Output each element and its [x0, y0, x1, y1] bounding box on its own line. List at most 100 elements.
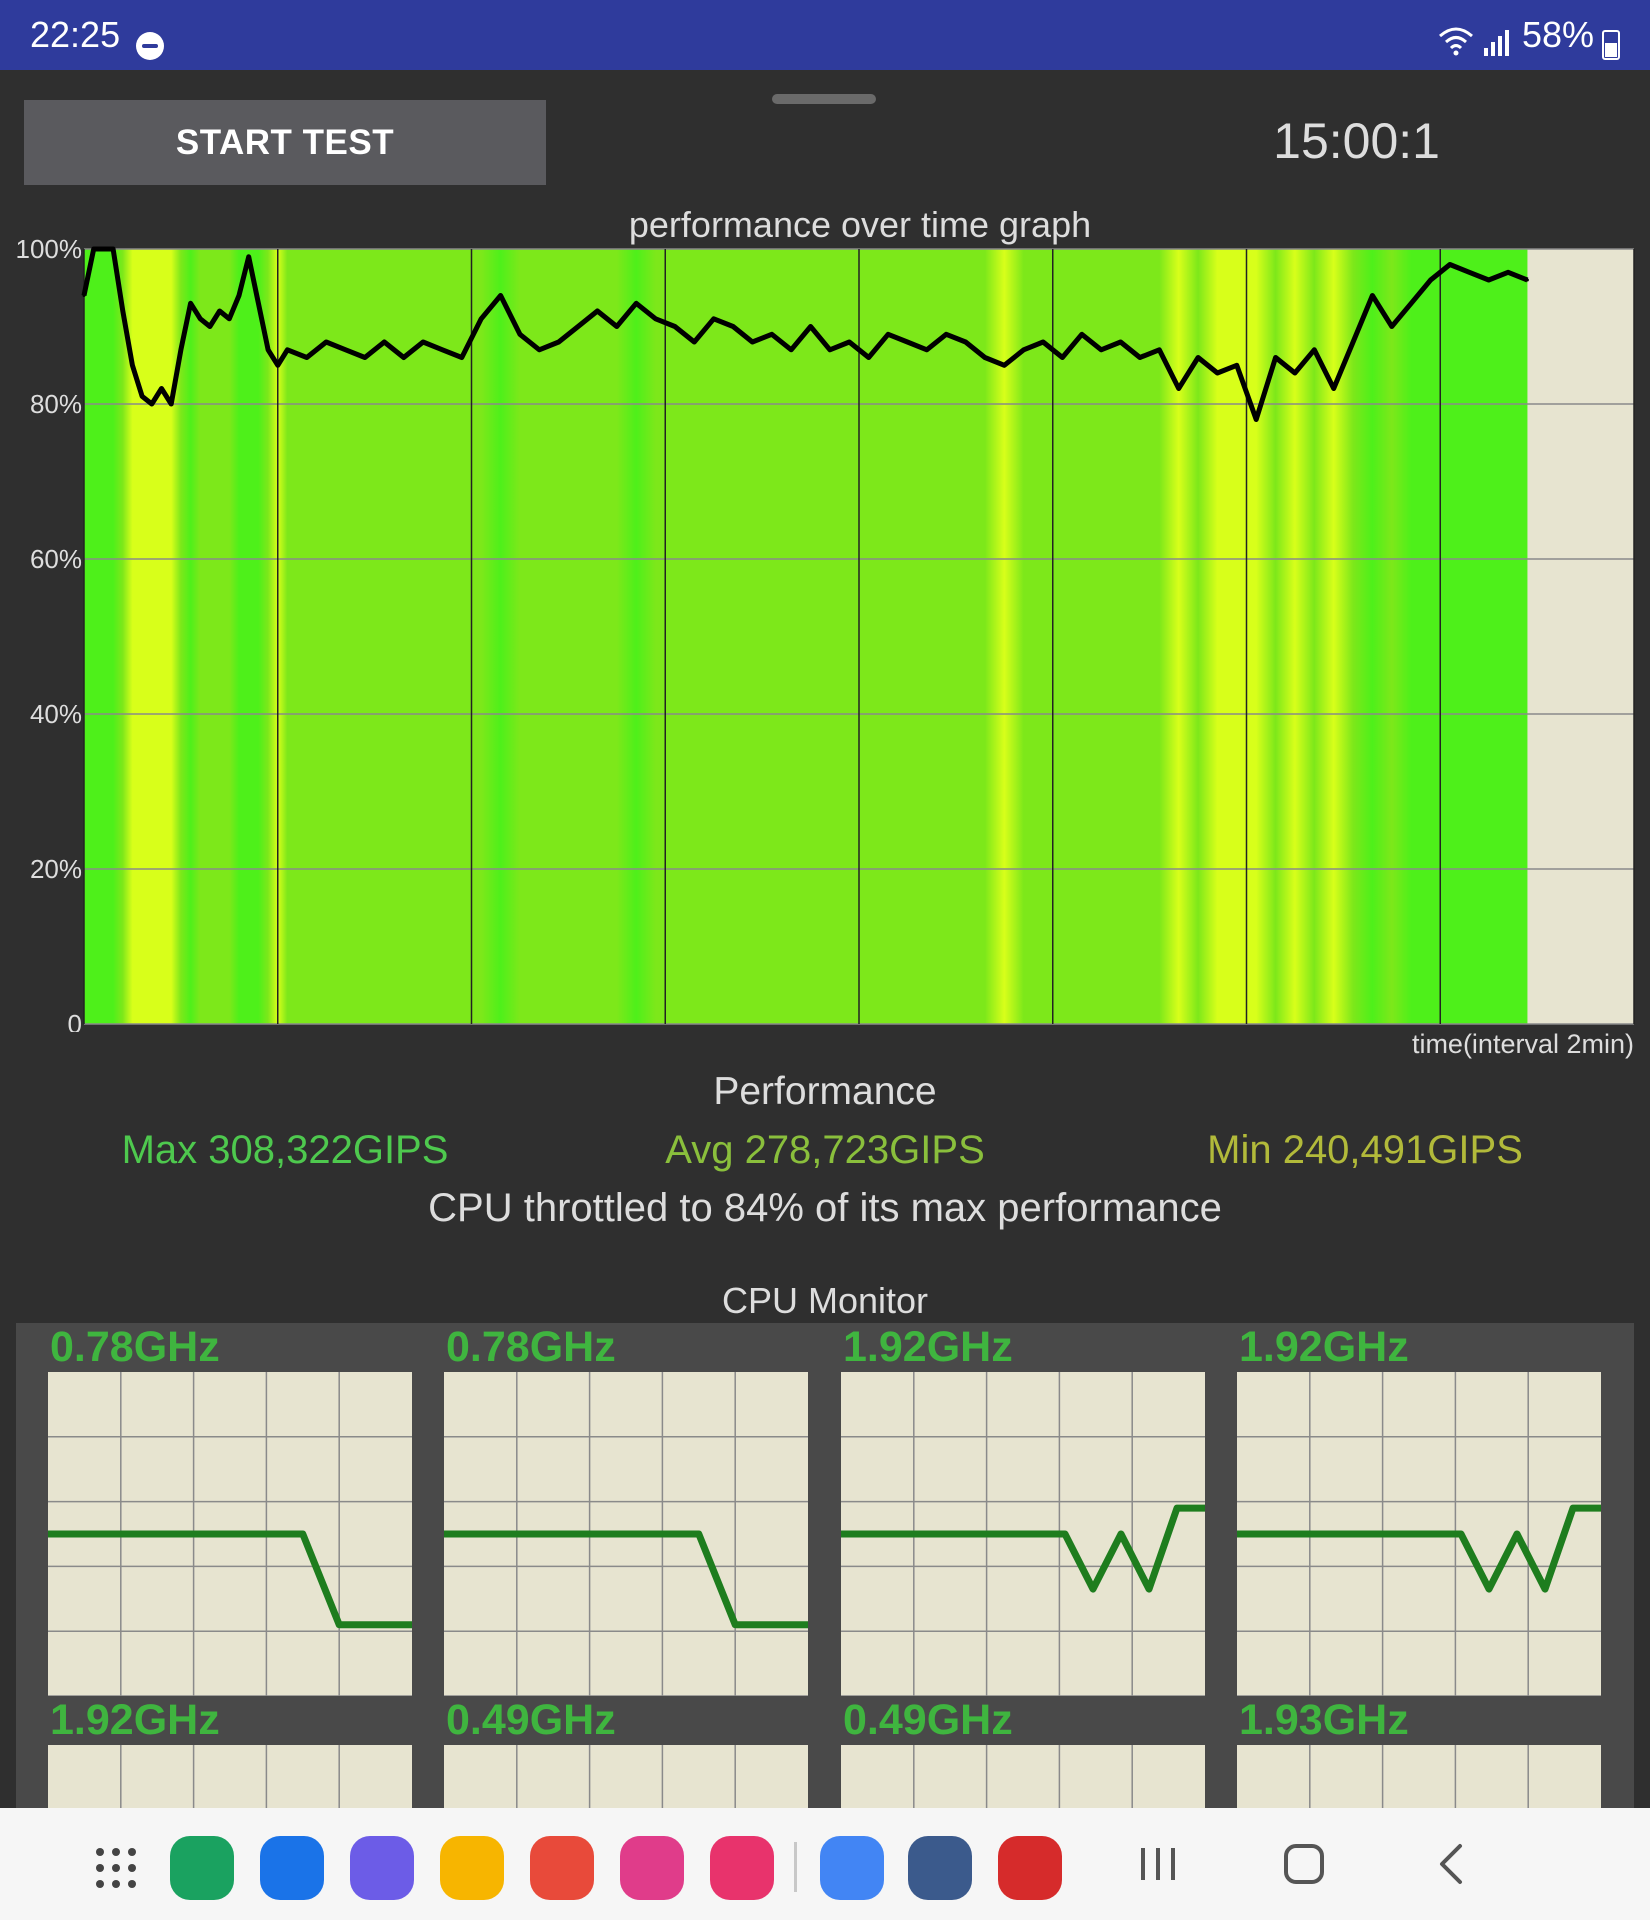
performance-point	[576, 325, 580, 328]
performance-point	[847, 340, 851, 344]
app-drawer-icon[interactable]	[84, 1836, 148, 1900]
performance-point	[886, 332, 890, 336]
performance-point	[324, 340, 328, 344]
performance-point	[731, 325, 735, 328]
y-tick-label: 60%	[30, 544, 82, 574]
drag-handle[interactable]	[772, 94, 876, 104]
core-plot-area	[841, 1745, 1205, 1809]
core-7-frequency: 1.93GHz	[1239, 1696, 1409, 1744]
performance-point	[1487, 278, 1491, 282]
performance-point	[1235, 363, 1239, 367]
performance-point	[1060, 356, 1064, 359]
cpu-monitor-heading: CPU Monitor	[721, 1280, 929, 1321]
phone-icon[interactable]	[170, 1836, 234, 1900]
performance-point	[227, 317, 231, 321]
performance-point	[809, 325, 813, 328]
performance-point	[1312, 348, 1316, 352]
performance-point	[121, 309, 125, 313]
core-3-chart	[1237, 1372, 1601, 1696]
core-4-chart	[48, 1745, 412, 1809]
performance-point	[92, 247, 96, 251]
gallery-icon[interactable]	[620, 1836, 684, 1900]
performance-point	[285, 348, 289, 352]
core-0-frequency: 0.78GHz	[50, 1323, 220, 1371]
performance-point	[983, 356, 987, 359]
performance-point	[363, 356, 367, 359]
dock-separator	[794, 1842, 797, 1892]
core-1-chart	[444, 1372, 808, 1696]
performance-point	[1390, 325, 1394, 328]
performance-point	[440, 348, 444, 352]
performance-point	[266, 348, 270, 352]
signal-icon	[1484, 30, 1509, 56]
performance-point	[237, 294, 241, 297]
performance-point	[615, 325, 619, 328]
settings-icon[interactable]	[908, 1836, 972, 1900]
performance-bars	[84, 249, 1528, 1024]
performance-point	[1157, 348, 1161, 352]
performance-point	[595, 309, 599, 313]
my-files-icon[interactable]	[440, 1836, 504, 1900]
messages-icon[interactable]	[260, 1836, 324, 1900]
performance-point	[673, 325, 677, 328]
performance-point	[1254, 418, 1258, 421]
y-tick-label: 80%	[30, 389, 82, 419]
start-test-button[interactable]: START TEST	[24, 100, 546, 185]
core-1-frequency: 0.78GHz	[446, 1323, 616, 1371]
core-plot-area	[1237, 1745, 1601, 1809]
performance-point	[150, 402, 154, 406]
max-performance: Max 308,322GIPS	[121, 1128, 449, 1172]
performance-point	[789, 348, 793, 352]
performance-point	[189, 301, 193, 305]
battery-level: 58%	[1522, 14, 1595, 55]
home-icon[interactable]	[1282, 1842, 1326, 1886]
y-tick-label: 100%	[16, 234, 83, 264]
performance-point	[1002, 363, 1006, 367]
performance-point	[208, 325, 212, 328]
performance-point	[305, 356, 309, 359]
core-frequency-line	[444, 1530, 808, 1629]
performance-point	[1138, 356, 1142, 359]
performance-point	[140, 394, 144, 398]
performance-point	[654, 317, 658, 321]
performance-point	[460, 356, 464, 359]
performance-point	[1215, 371, 1219, 375]
performance-point	[712, 317, 716, 321]
test-timer: 15:00:1	[1273, 113, 1440, 169]
performance-point	[1119, 340, 1123, 344]
cpu-monitor-panel[interactable]: 0.78GHz 0.78GHz 1.92GHz 1.92GHz 1.92GHz …	[16, 1323, 1634, 1809]
performance-point	[1351, 340, 1355, 344]
photos-icon[interactable]	[820, 1836, 884, 1900]
back-icon[interactable]	[1436, 1842, 1466, 1886]
core-frequency-line	[48, 1530, 412, 1629]
core-frequency-line	[1237, 1504, 1601, 1593]
performance-point	[1293, 371, 1297, 375]
performance-point	[692, 340, 696, 344]
performance-point	[344, 348, 348, 352]
core-2-frequency: 1.92GHz	[843, 1323, 1013, 1371]
performance-point	[1099, 348, 1103, 352]
performance-point	[1177, 387, 1181, 390]
performance-point	[198, 317, 202, 321]
core-6-frequency: 0.49GHz	[843, 1696, 1013, 1744]
status-bar: 22:25 58%	[0, 0, 1650, 70]
performance-point	[750, 340, 754, 344]
camera-icon[interactable]	[710, 1836, 774, 1900]
performance-point	[634, 301, 638, 305]
core-plot-area	[48, 1745, 412, 1809]
recents-icon[interactable]	[1138, 1842, 1178, 1886]
notes-icon[interactable]	[530, 1836, 594, 1900]
performance-point	[160, 387, 163, 390]
internet-icon[interactable]	[350, 1836, 414, 1900]
status-time: 22:25	[30, 14, 121, 55]
performance-point	[130, 363, 134, 367]
graph-title: performance over time graph	[628, 204, 1092, 245]
antutu-icon[interactable]	[998, 1836, 1062, 1900]
y-tick-label: 20%	[30, 854, 82, 884]
performance-point	[1467, 270, 1471, 274]
performance-point	[179, 348, 183, 352]
performance-point	[1448, 263, 1452, 266]
avg-performance: Avg 278,723GIPS	[665, 1128, 985, 1172]
performance-point	[82, 294, 86, 297]
performance-point	[1370, 294, 1374, 297]
